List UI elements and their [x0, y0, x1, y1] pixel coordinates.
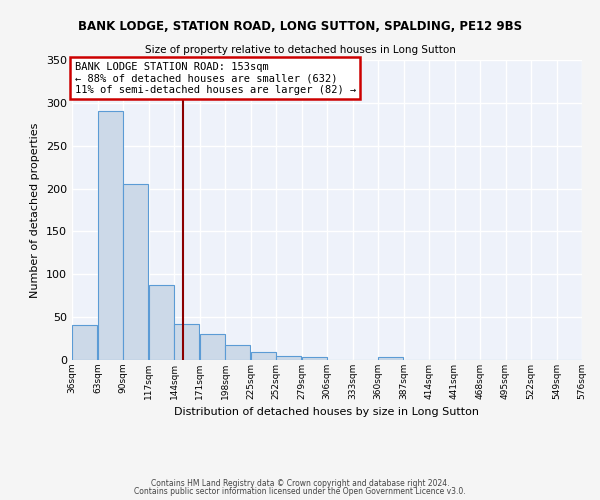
Text: Size of property relative to detached houses in Long Sutton: Size of property relative to detached ho…: [145, 45, 455, 55]
Bar: [225, 346, 250, 360]
Bar: [378, 358, 403, 360]
Bar: [200, 334, 225, 360]
Bar: [251, 352, 276, 360]
Bar: [149, 286, 174, 360]
Bar: [174, 324, 199, 360]
Bar: [98, 112, 123, 360]
Bar: [123, 184, 148, 360]
Y-axis label: Number of detached properties: Number of detached properties: [31, 122, 40, 298]
Bar: [276, 356, 301, 360]
Bar: [72, 325, 97, 360]
Bar: [302, 356, 327, 360]
Text: BANK LODGE, STATION ROAD, LONG SUTTON, SPALDING, PE12 9BS: BANK LODGE, STATION ROAD, LONG SUTTON, S…: [78, 20, 522, 33]
Text: BANK LODGE STATION ROAD: 153sqm
← 88% of detached houses are smaller (632)
11% o: BANK LODGE STATION ROAD: 153sqm ← 88% of…: [74, 62, 356, 94]
X-axis label: Distribution of detached houses by size in Long Sutton: Distribution of detached houses by size …: [175, 408, 479, 418]
Text: Contains HM Land Registry data © Crown copyright and database right 2024.: Contains HM Land Registry data © Crown c…: [151, 478, 449, 488]
Text: Contains public sector information licensed under the Open Government Licence v3: Contains public sector information licen…: [134, 487, 466, 496]
